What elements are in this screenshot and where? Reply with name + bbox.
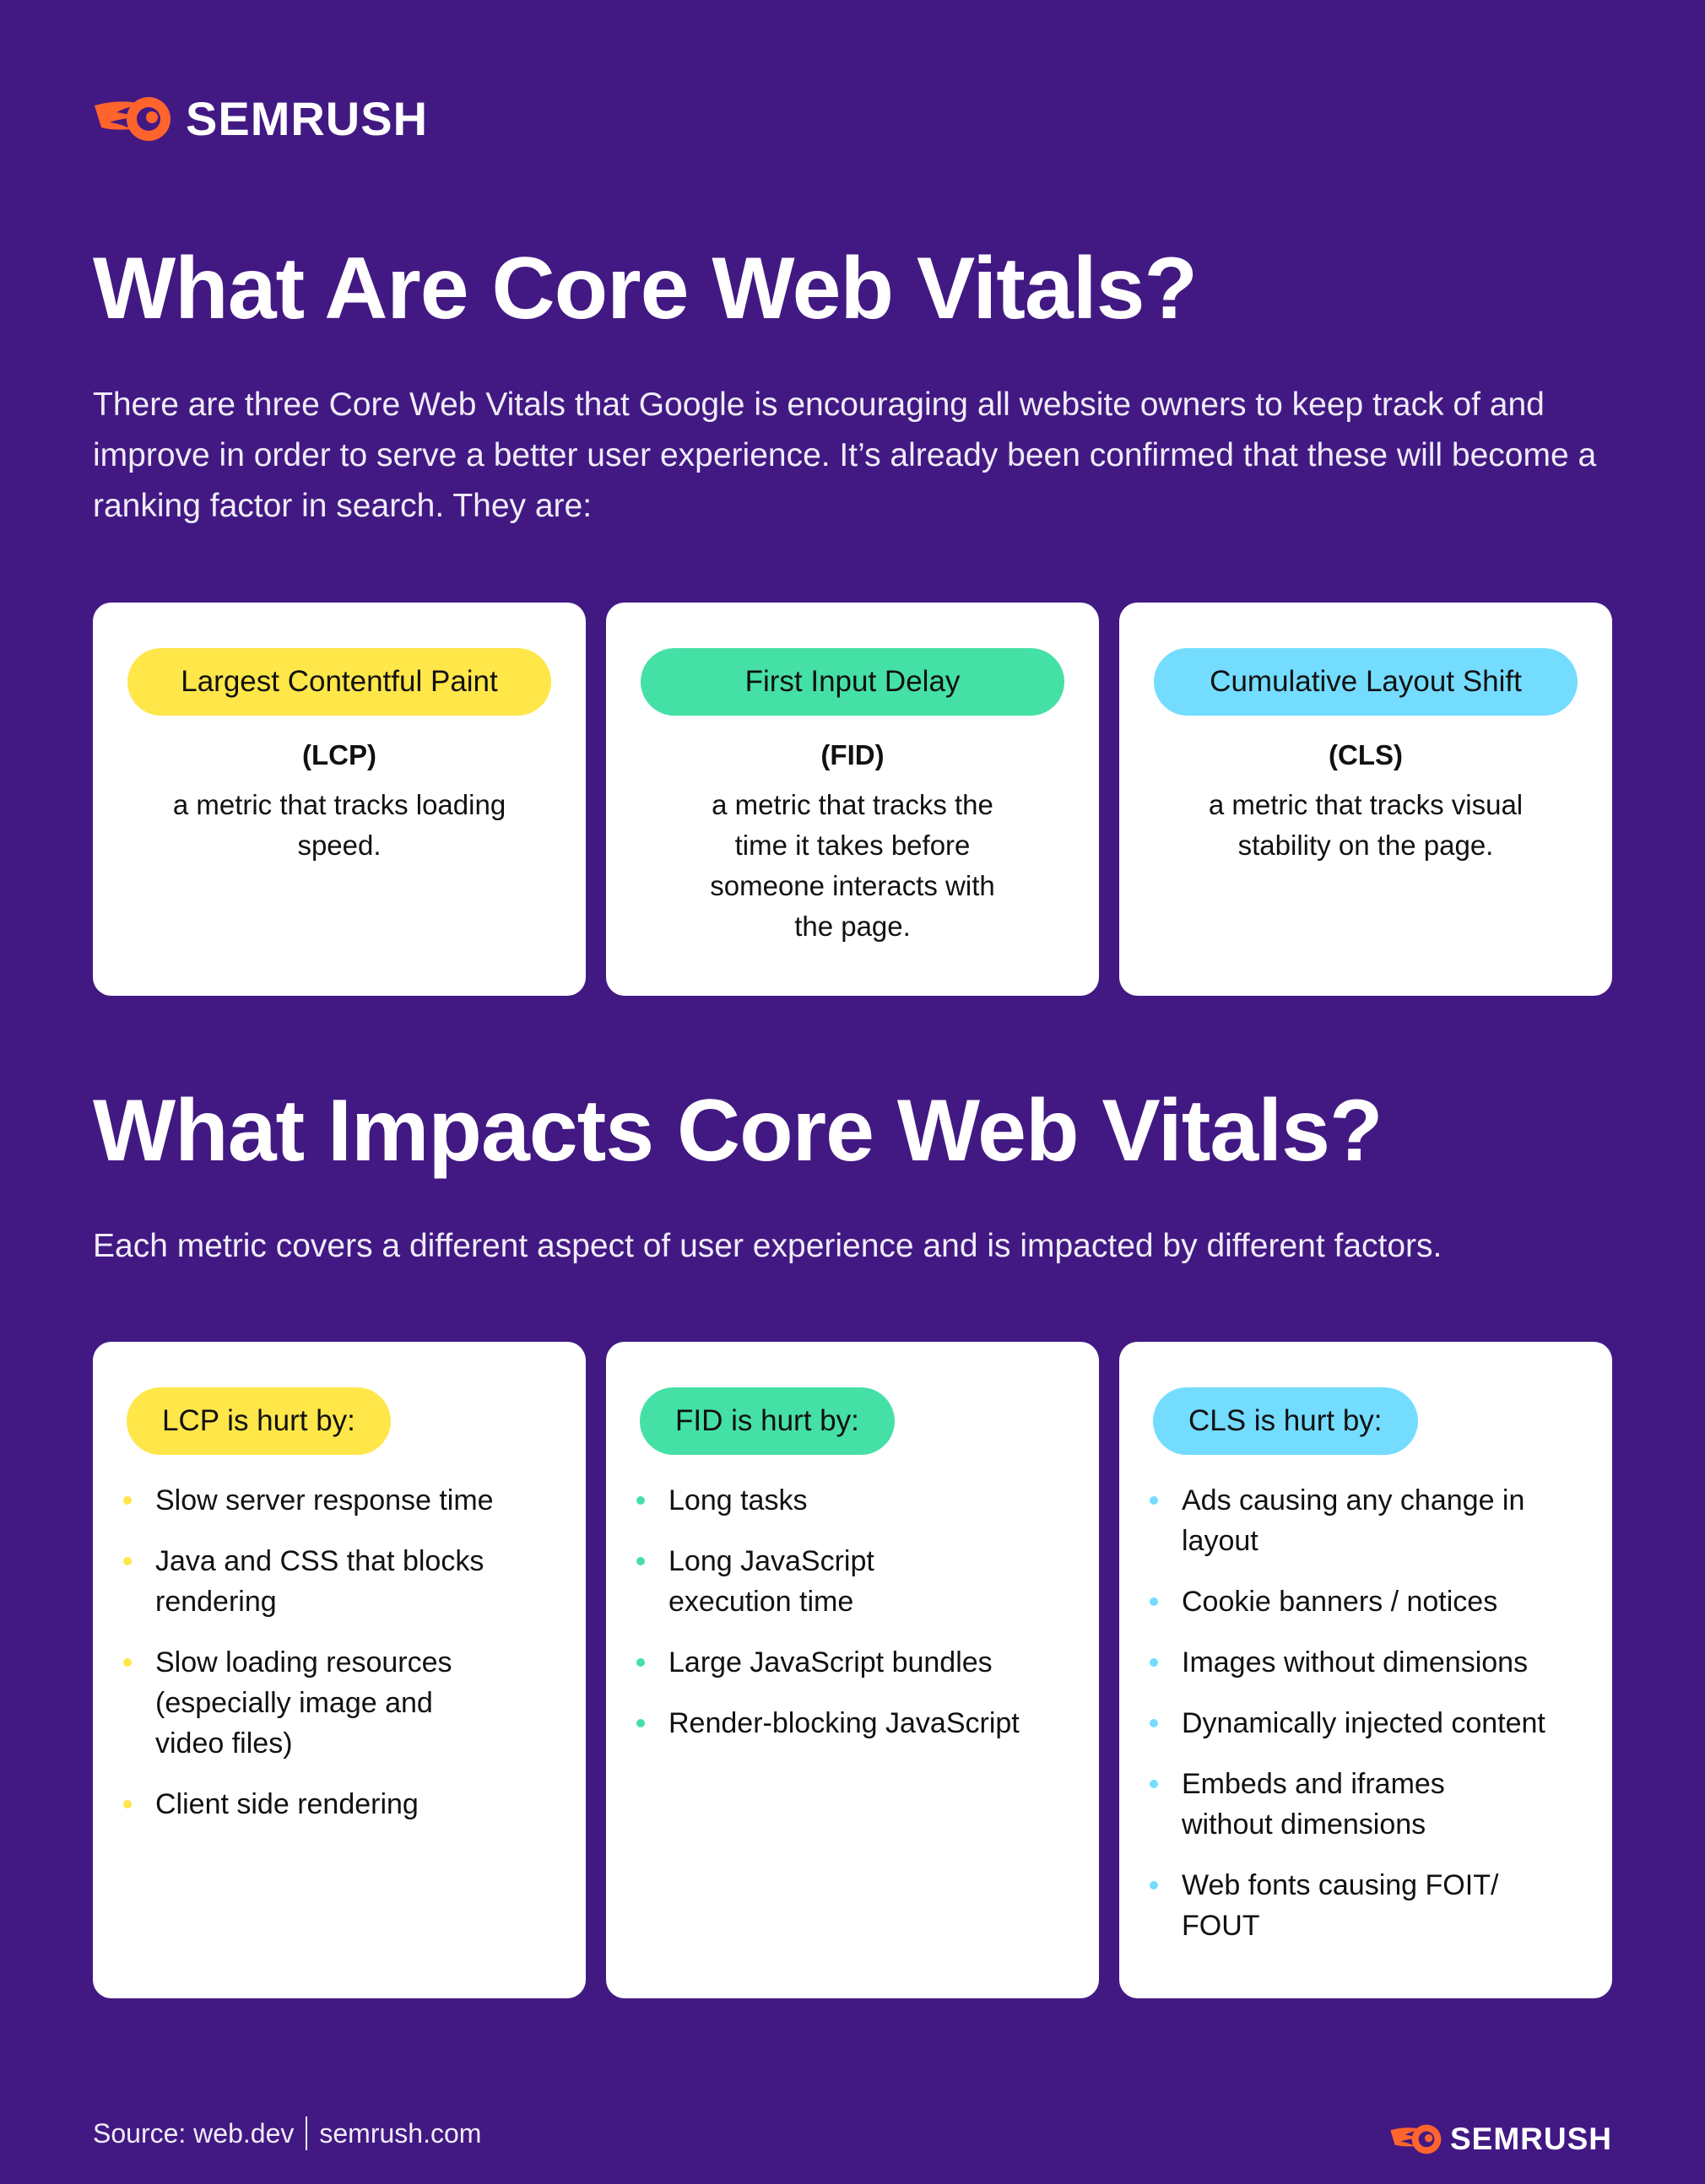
list-item: Render-blocking JavaScript — [636, 1703, 1074, 1743]
metric-description: a metric that tracks the time it takes b… — [710, 789, 995, 942]
list-item: Dynamically injected content — [1150, 1703, 1587, 1743]
cls-factors-card: CLS is hurt by: Ads causing any change i… — [1119, 1342, 1612, 1998]
site-link[interactable]: semrush.com — [319, 2117, 482, 2149]
list-item: Java and CSS that blocks rendering — [123, 1541, 510, 1622]
list-item: Web fonts causing FOIT/ FOUT — [1150, 1865, 1536, 1946]
factors-list: Slow server response time Java and CSS t… — [93, 1480, 586, 1825]
metric-abbr: (FID) — [820, 739, 885, 770]
metric-name-pill: Largest Contentful Paint — [127, 648, 551, 716]
factors-label-pill: CLS is hurt by: — [1153, 1387, 1418, 1455]
metric-name-pill: Cumulative Layout Shift — [1154, 648, 1578, 716]
semrush-logo: SEMRUSH — [93, 91, 428, 146]
section2-title: What Impacts Core Web Vitals? — [93, 1082, 1383, 1180]
metric-description: a metric that tracks visual stability on… — [1208, 789, 1524, 861]
metric-card-fid: First Input Delay (FID) a metric that tr… — [606, 603, 1099, 996]
divider — [306, 2116, 308, 2150]
section1-title: What Are Core Web Vitals? — [93, 240, 1198, 338]
section2-intro: Each metric covers a different aspect of… — [93, 1228, 1442, 1264]
factors-list: Ads causing any change in layout Cookie … — [1119, 1480, 1612, 1946]
metric-name-pill: First Input Delay — [641, 648, 1064, 716]
source-text: Source: web.dev — [93, 2117, 295, 2149]
fid-factors-card: FID is hurt by: Long tasks Long JavaScri… — [606, 1342, 1099, 1998]
list-item: Slow server response time — [123, 1480, 560, 1521]
list-item: Slow loading resources (especially image… — [123, 1642, 484, 1764]
metric-description: a metric that tracks loading speed. — [172, 789, 506, 861]
brand-name: SEMRUSH — [1449, 2122, 1612, 2156]
semrush-logo-footer: SEMRUSH — [1389, 2122, 1612, 2157]
metric-card-cls: Cumulative Layout Shift (CLS) a metric t… — [1119, 603, 1612, 996]
semrush-flame-icon — [95, 96, 170, 141]
metric-card-lcp: Largest Contentful Paint (LCP) a metric … — [93, 603, 586, 996]
list-item: Cookie banners / notices — [1150, 1581, 1587, 1622]
source-line: Source: web.dev semrush.com — [93, 2116, 481, 2150]
metric-abbr: (CLS) — [1329, 739, 1403, 770]
metric-abbr: (LCP) — [302, 739, 376, 770]
list-item: Large JavaScript bundles — [636, 1642, 1074, 1683]
factors-list: Long tasks Long JavaScript execution tim… — [606, 1480, 1099, 1743]
semrush-flame-icon — [1390, 2124, 1442, 2154]
list-item: Embeds and iframes without dimensions — [1150, 1764, 1519, 1845]
factors-label-pill: LCP is hurt by: — [127, 1387, 391, 1455]
list-item: Images without dimensions — [1150, 1642, 1587, 1683]
brand-name: SEMRUSH — [186, 92, 429, 145]
list-item: Client side rendering — [123, 1784, 560, 1825]
list-item: Ads causing any change in layout — [1150, 1480, 1536, 1561]
factors-label-pill: FID is hurt by: — [640, 1387, 895, 1455]
section1-intro: There are three Core Web Vitals that Goo… — [93, 387, 1597, 524]
list-item: Long JavaScript execution time — [636, 1541, 922, 1622]
lcp-factors-card: LCP is hurt by: Slow server response tim… — [93, 1342, 586, 1998]
list-item: Long tasks — [636, 1480, 1074, 1521]
